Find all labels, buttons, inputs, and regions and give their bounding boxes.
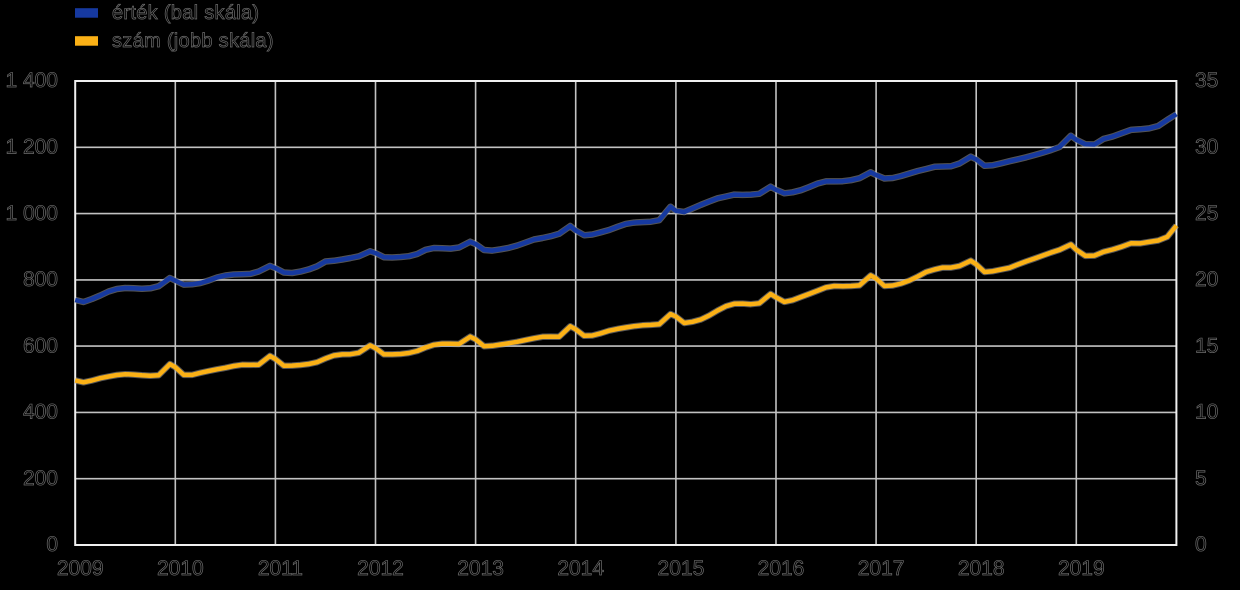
svg-text:35: 35 (1195, 69, 1218, 92)
svg-text:0: 0 (46, 533, 58, 556)
svg-text:2017: 2017 (858, 557, 905, 580)
svg-text:2012: 2012 (357, 557, 404, 580)
svg-text:2011: 2011 (258, 557, 303, 580)
svg-text:2019: 2019 (1058, 557, 1105, 580)
svg-text:2010: 2010 (157, 557, 204, 580)
svg-text:szám (jobb skála): szám (jobb skála) (112, 30, 274, 52)
svg-text:2013: 2013 (457, 557, 504, 580)
svg-text:1 000: 1 000 (5, 202, 58, 225)
svg-text:2018: 2018 (958, 557, 1005, 580)
svg-text:600: 600 (23, 334, 58, 357)
svg-text:érték (bal skála): érték (bal skála) (112, 2, 259, 24)
svg-text:15: 15 (1195, 334, 1218, 357)
svg-text:2016: 2016 (758, 557, 805, 580)
svg-text:25: 25 (1195, 202, 1218, 225)
svg-text:2009: 2009 (57, 557, 104, 580)
svg-text:2014: 2014 (557, 557, 604, 580)
svg-text:1 400: 1 400 (5, 69, 58, 92)
svg-text:400: 400 (23, 401, 58, 424)
svg-text:1 200: 1 200 (5, 136, 58, 159)
svg-text:200: 200 (23, 467, 58, 490)
svg-text:0: 0 (1195, 533, 1207, 556)
svg-text:20: 20 (1195, 268, 1218, 291)
svg-text:30: 30 (1195, 136, 1218, 159)
svg-text:800: 800 (23, 268, 58, 291)
svg-text:5: 5 (1195, 467, 1207, 490)
svg-text:10: 10 (1195, 401, 1218, 424)
svg-text:2015: 2015 (658, 557, 705, 580)
